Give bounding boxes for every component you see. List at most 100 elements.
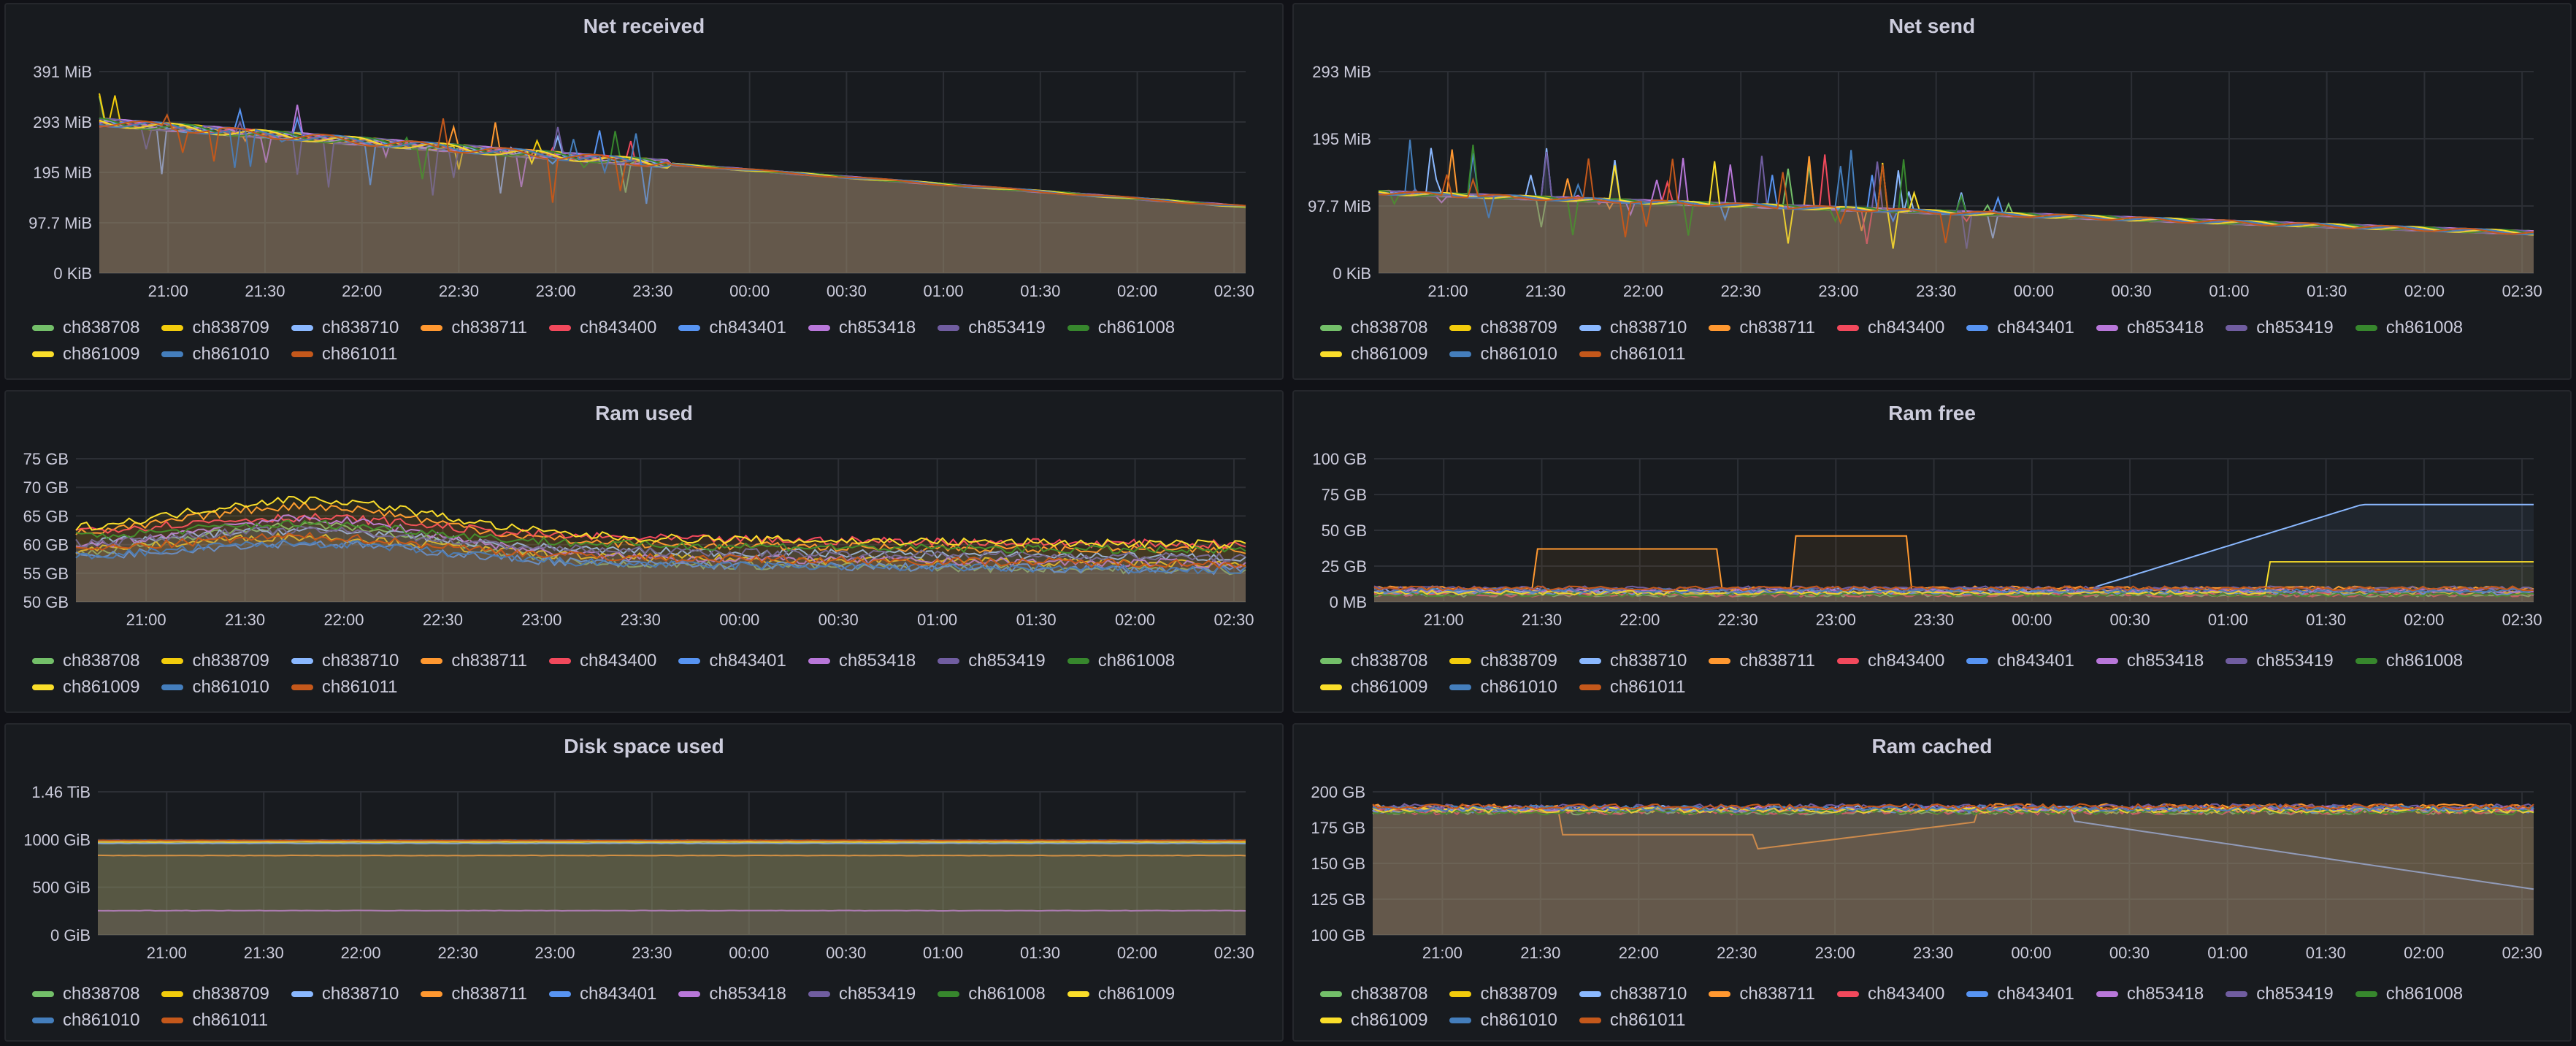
legend-item[interactable]: ch861010: [32, 1011, 139, 1030]
legend-item[interactable]: ch838708: [1320, 985, 1427, 1004]
legend-item[interactable]: ch838710: [1579, 985, 1687, 1004]
legend-item[interactable]: ch843400: [1836, 652, 1944, 671]
legend-item[interactable]: ch853418: [2096, 318, 2204, 337]
series-line-ch838709[interactable]: [1373, 589, 2534, 596]
legend-item[interactable]: ch838709: [1449, 652, 1557, 671]
legend-item[interactable]: ch861008: [1067, 652, 1175, 671]
legend-item[interactable]: ch838711: [421, 652, 527, 671]
series-line-ch843401[interactable]: [75, 539, 1246, 576]
legend-item[interactable]: ch843400: [1836, 985, 1944, 1004]
legend-item[interactable]: ch838709: [161, 318, 269, 337]
series-line-ch861010[interactable]: [1373, 587, 2534, 594]
legend-item[interactable]: ch861010: [161, 345, 269, 364]
legend-item[interactable]: ch861009: [1320, 345, 1427, 364]
legend-item[interactable]: ch853418: [678, 985, 786, 1004]
legend-item[interactable]: ch838710: [291, 652, 399, 671]
chart-disk-space-used[interactable]: 1.46 TiB 1000 GiB 500 GiB 0 GiB 21:00 21:30 22…: [6, 725, 1284, 973]
legend-item[interactable]: ch853419: [938, 652, 1046, 671]
legend-item[interactable]: ch861011: [1579, 678, 1686, 697]
legend-item[interactable]: ch861010: [1449, 678, 1557, 697]
legend-item[interactable]: ch843401: [1966, 985, 2074, 1004]
series-line-ch838711[interactable]: [97, 854, 1246, 857]
legend-item[interactable]: ch861009: [1320, 678, 1427, 697]
series-line-ch861010[interactable]: [75, 538, 1246, 575]
chart-net-send[interactable]: 293 MiB 195 MiB 97.7 MiB 0 KiB 21:00 21:30 22:…: [1294, 4, 2572, 297]
series-line-ch861009[interactable]: [1372, 806, 2534, 814]
legend-item[interactable]: ch853419: [2226, 652, 2334, 671]
panel-disk-space-used[interactable]: 1.46 TiB 1000 GiB 500 GiB 0 GiB 21:00 21:30 22…: [4, 723, 1284, 1042]
legend-item[interactable]: ch861011: [1579, 1011, 1686, 1030]
legend-item[interactable]: ch861010: [1449, 1011, 1557, 1030]
legend-item[interactable]: ch861009: [1067, 985, 1175, 1004]
series-line-ch861011[interactable]: [1373, 585, 2534, 592]
series-line-ch861009[interactable]: [97, 841, 1246, 843]
series-line-ch861011[interactable]: [97, 839, 1246, 841]
chart-ram-free[interactable]: 100 GB 75 GB 50 GB 25 GB 0 MB 21:00 21:30 22:00…: [1294, 392, 2572, 640]
panel-net-send[interactable]: 293 MiB 195 MiB 97.7 MiB 0 KiB 21:00 21:30 22:…: [1292, 3, 2572, 380]
legend-item[interactable]: ch838708: [32, 318, 139, 337]
legend-item[interactable]: ch838708: [32, 985, 139, 1004]
chart-net-received[interactable]: 391 MiB 293 MiB 195 MiB 97.7 MiB 0 KiB 21:00 2…: [6, 4, 1284, 297]
legend-item[interactable]: ch861009: [32, 345, 139, 364]
panel-title[interactable]: Net send: [1888, 15, 1976, 37]
legend-item[interactable]: ch838711: [1709, 985, 1815, 1004]
legend-item[interactable]: ch853419: [938, 318, 1046, 337]
legend-item[interactable]: ch838710: [291, 985, 399, 1004]
panel-title[interactable]: Net received: [583, 15, 705, 37]
legend-item[interactable]: ch838711: [1709, 652, 1815, 671]
series-line-ch861008[interactable]: [1372, 808, 2534, 816]
legend-item[interactable]: ch853418: [808, 652, 916, 671]
chart-ram-cached[interactable]: 200 GB 175 GB 150 GB 125 GB 100 GB 21:00 21:30…: [1294, 725, 2572, 973]
legend-item[interactable]: ch838708: [32, 652, 139, 671]
series-line-ch861011[interactable]: [99, 113, 1246, 207]
chart-ram-used[interactable]: 75 GB 70 GB 65 GB 60 GB 55 GB 50 GB 21:00 21:30…: [6, 392, 1284, 640]
series-line-ch861009[interactable]: [1373, 561, 2534, 596]
series-line-ch861009[interactable]: [75, 495, 1246, 550]
legend-item[interactable]: ch861008: [938, 985, 1046, 1004]
legend-item[interactable]: ch853418: [2096, 985, 2204, 1004]
series-line-ch861011[interactable]: [1372, 803, 2534, 811]
legend-item[interactable]: ch838710: [1579, 652, 1687, 671]
legend-item[interactable]: ch861011: [1579, 345, 1686, 364]
legend-item[interactable]: ch838711: [1709, 318, 1815, 337]
series-line-ch838711[interactable]: [75, 501, 1246, 555]
legend-item[interactable]: ch861010: [161, 678, 269, 697]
legend-item[interactable]: ch838708: [1320, 652, 1427, 671]
panel-ram-free[interactable]: 100 GB 75 GB 50 GB 25 GB 0 MB 21:00 21:30 22:00…: [1292, 390, 2572, 713]
legend-item[interactable]: ch853419: [2226, 985, 2334, 1004]
legend-item[interactable]: ch853418: [2096, 652, 2204, 671]
panel-title[interactable]: Ram used: [595, 402, 693, 424]
legend-item[interactable]: ch861008: [2355, 985, 2463, 1004]
legend-item[interactable]: ch853419: [808, 985, 916, 1004]
legend-item[interactable]: ch861009: [1320, 1011, 1427, 1030]
legend-item[interactable]: ch838710: [1579, 318, 1687, 337]
panel-title[interactable]: Ram free: [1888, 402, 1976, 424]
legend-item[interactable]: ch843401: [1966, 318, 2074, 337]
legend-item[interactable]: ch838711: [421, 318, 527, 337]
legend-item[interactable]: ch838709: [1449, 318, 1557, 337]
panel-ram-cached[interactable]: 200 GB 175 GB 150 GB 125 GB 100 GB 21:00 21:30…: [1292, 723, 2572, 1042]
legend-item[interactable]: ch861008: [1067, 318, 1175, 337]
legend-item[interactable]: ch843400: [548, 652, 656, 671]
legend-item[interactable]: ch843401: [678, 652, 786, 671]
legend-item[interactable]: ch861011: [291, 678, 398, 697]
legend-item[interactable]: ch843400: [548, 318, 656, 337]
series-line-ch861008[interactable]: [1373, 592, 2534, 598]
legend-item[interactable]: ch861010: [1449, 345, 1557, 364]
legend-item[interactable]: ch838709: [1449, 985, 1557, 1004]
legend-item[interactable]: ch843401: [678, 318, 786, 337]
series-line-ch838710[interactable]: [97, 842, 1246, 844]
series-line-ch861008[interactable]: [75, 519, 1246, 554]
legend-item[interactable]: ch843401: [1966, 652, 2074, 671]
legend-item[interactable]: ch861008: [2355, 318, 2463, 337]
panel-net-received[interactable]: 391 MiB 293 MiB 195 MiB 97.7 MiB 0 KiB 21:00 2…: [4, 3, 1284, 380]
legend-item[interactable]: ch843401: [548, 985, 656, 1004]
panel-title[interactable]: Disk space used: [564, 735, 724, 757]
legend-item[interactable]: ch861009: [32, 678, 139, 697]
legend-item[interactable]: ch838708: [1320, 318, 1427, 337]
legend-item[interactable]: ch853418: [808, 318, 916, 337]
legend-item[interactable]: ch861011: [291, 345, 398, 364]
panel-ram-used[interactable]: 75 GB 70 GB 65 GB 60 GB 55 GB 50 GB 21:00 21:30…: [4, 390, 1284, 713]
legend-item[interactable]: ch861011: [161, 1011, 268, 1030]
panel-title[interactable]: Ram cached: [1871, 735, 1993, 757]
